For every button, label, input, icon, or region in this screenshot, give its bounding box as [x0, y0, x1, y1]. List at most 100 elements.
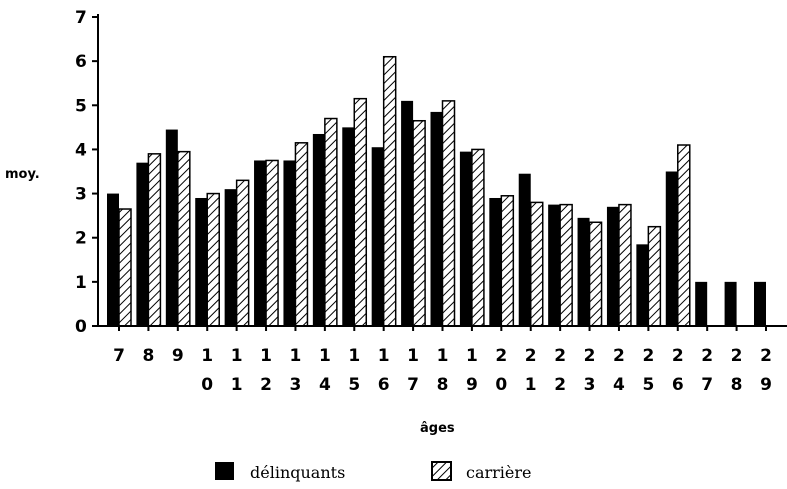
legend-label-hatched: carrière	[466, 463, 532, 482]
bar-carriere-8	[147, 153, 162, 327]
x-tick-label-17-part0: 1	[407, 346, 419, 366]
legend-label-solid: délinquants	[250, 463, 345, 482]
y-tick-label-2: 2	[75, 229, 87, 249]
x-tick-label-29-part0: 2	[760, 346, 772, 366]
x-tick-label-24-part0: 2	[613, 346, 625, 366]
bar-delinquants-15	[342, 127, 355, 326]
y-ticks: 0 1 2 3 4 5 6 7	[75, 8, 98, 337]
bar-delinquants-8	[136, 162, 149, 326]
x-tick-label-12-part0: 1	[260, 346, 272, 366]
y-tick-label-1: 1	[75, 273, 87, 293]
x-tick-label-28-part0: 2	[731, 346, 743, 366]
x-tick-label-19-part1: 9	[466, 375, 478, 395]
x-tick-label-22-part1: 2	[554, 375, 566, 395]
x-tick-label-23-part1: 3	[584, 375, 596, 395]
x-tick-label-15-part1: 5	[348, 375, 360, 395]
bar-carriere-19	[471, 148, 485, 327]
x-tick-label-10-part1: 0	[201, 375, 213, 395]
bar-carriere-11	[235, 179, 250, 327]
x-axis-title: âges	[420, 421, 455, 436]
bar-delinquants-28	[724, 281, 737, 326]
x-tick-label-24-part1: 4	[613, 375, 625, 395]
bar-delinquants-27	[695, 281, 708, 326]
bar-delinquants-14	[312, 133, 325, 326]
bar-carriere-17	[412, 119, 426, 327]
bar-delinquants-10	[195, 197, 208, 326]
bar-carriere-9	[177, 150, 191, 327]
x-tick-label-15-part0: 1	[348, 346, 360, 366]
y-tick-label-3: 3	[75, 185, 87, 205]
bar-delinquants-29	[754, 281, 766, 326]
x-tick-label-11-part1: 1	[231, 375, 243, 395]
x-tick-label-21-part1: 1	[525, 375, 537, 395]
x-tick-label-14-part1: 4	[319, 375, 331, 395]
x-tick-label-17-part1: 7	[407, 375, 419, 395]
bar-delinquants-7	[107, 193, 119, 326]
bar-carriere-26	[677, 144, 691, 327]
bar-carriere-18	[441, 100, 456, 327]
x-tick-label-19-part0: 1	[466, 346, 478, 366]
bar-delinquants-12	[254, 160, 267, 326]
y-tick-label-4: 4	[75, 140, 87, 160]
x-tick-label-22-part0: 2	[554, 346, 566, 366]
x-tick-label-10-part0: 1	[201, 346, 213, 366]
legend-swatch-hatched	[431, 461, 452, 481]
legend-swatch-solid	[215, 462, 234, 480]
x-tick-label-14-part0: 1	[319, 346, 331, 366]
bar-carriere-22	[559, 203, 573, 327]
x-tick-label-11-part0: 1	[231, 346, 243, 366]
x-tick-label-18-part1: 8	[437, 375, 449, 395]
y-tick-label-6: 6	[75, 52, 87, 72]
y-tick-label-5: 5	[75, 96, 87, 116]
bar-carriere-21	[529, 201, 544, 327]
bar-carriere-25	[647, 225, 662, 327]
bar-carriere-10	[206, 192, 220, 327]
bar-delinquants-16	[371, 147, 384, 326]
bar-delinquants-19	[459, 151, 472, 326]
x-tick-label-28-part1: 8	[731, 375, 743, 395]
x-tick-label-8-part0: 8	[142, 346, 154, 366]
x-tick-label-25-part1: 5	[642, 375, 654, 395]
x-tick-label-16-part0: 1	[378, 346, 390, 366]
bar-delinquants-22	[548, 204, 561, 326]
x-tick-label-27-part1: 7	[701, 375, 713, 395]
x-tick-label-23-part0: 2	[584, 346, 596, 366]
bar-delinquants-11	[224, 189, 237, 326]
bar-carriere-12	[265, 159, 279, 327]
x-ticks: 7 8 9 1011121314151617181920212223242526272…	[113, 326, 772, 395]
x-tick-label-13-part1: 3	[290, 375, 302, 395]
bar-delinquants-25	[636, 244, 649, 326]
bar-delinquants-18	[430, 111, 443, 326]
bar-delinquants-13	[283, 160, 296, 326]
x-tick-label-29-part1: 9	[760, 375, 772, 395]
bar-delinquants-21	[518, 173, 531, 326]
x-tick-label-9-part0: 9	[172, 346, 184, 366]
x-tick-label-7-part0: 7	[113, 346, 125, 366]
x-tick-label-25-part0: 2	[642, 346, 654, 366]
x-tick-label-27-part0: 2	[701, 346, 713, 366]
bar-delinquants-23	[577, 217, 590, 326]
x-tick-label-21-part0: 2	[525, 346, 537, 366]
y-tick-label-0: 0	[75, 317, 87, 337]
bar-carriere-13	[294, 142, 309, 327]
x-tick-label-20-part0: 2	[495, 346, 507, 366]
bar-delinquants-26	[665, 171, 678, 326]
bar-carriere-20	[500, 195, 515, 327]
bar-delinquants-24	[606, 206, 619, 326]
bars-layer	[107, 55, 766, 327]
x-tick-label-20-part1: 0	[495, 375, 507, 395]
x-tick-label-26-part1: 6	[672, 375, 684, 395]
x-tick-label-16-part1: 6	[378, 375, 390, 395]
x-tick-label-13-part0: 1	[290, 346, 302, 366]
bar-carriere-7	[118, 208, 132, 327]
x-tick-label-18-part0: 1	[437, 346, 449, 366]
bar-carriere-24	[618, 203, 632, 327]
y-tick-label-7: 7	[75, 8, 87, 28]
legend: délinquants carrière	[215, 461, 532, 482]
bar-delinquants-20	[489, 197, 502, 326]
bar-carriere-23	[588, 221, 603, 327]
x-tick-label-26-part0: 2	[672, 346, 684, 366]
bar-carriere-14	[324, 117, 338, 327]
